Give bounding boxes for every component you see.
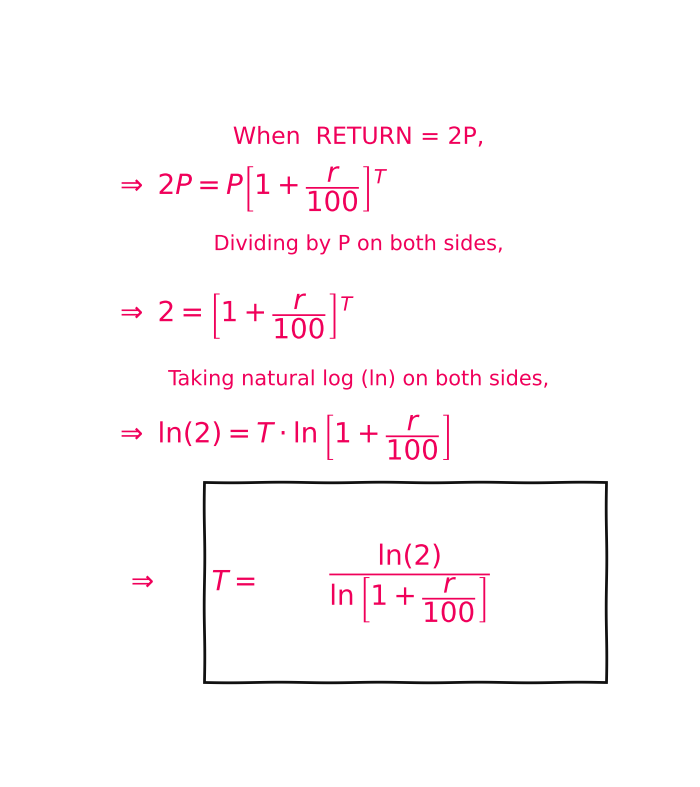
- Text: $\Rightarrow$ $2 = \left[1 + \dfrac{r}{100}\right]^{T}$: $\Rightarrow$ $2 = \left[1 + \dfrac{r}{1…: [115, 290, 355, 341]
- Text: $\dfrac{\ln(2)}{\ln\left[1 + \dfrac{r}{100}\right]}$: $\dfrac{\ln(2)}{\ln\left[1 + \dfrac{r}{1…: [329, 540, 491, 624]
- Text: When  RETURN = 2P,: When RETURN = 2P,: [233, 125, 484, 149]
- Bar: [204, 482, 606, 682]
- Text: $T =$: $T =$: [211, 568, 256, 597]
- Text: $\Rightarrow$ $\ln(2) = T \cdot \ln\left[1 + \dfrac{r}{100}\right]$: $\Rightarrow$ $\ln(2) = T \cdot \ln\left…: [115, 412, 450, 462]
- Text: Taking natural log (ln) on both sides,: Taking natural log (ln) on both sides,: [168, 369, 550, 390]
- Text: Dividing by P on both sides,: Dividing by P on both sides,: [214, 234, 504, 254]
- Text: $\Rightarrow$: $\Rightarrow$: [125, 568, 155, 597]
- Text: $\Rightarrow$ $2P = P\left[1 + \dfrac{r}{100}\right]^{T}$: $\Rightarrow$ $2P = P\left[1 + \dfrac{r}…: [115, 164, 388, 213]
